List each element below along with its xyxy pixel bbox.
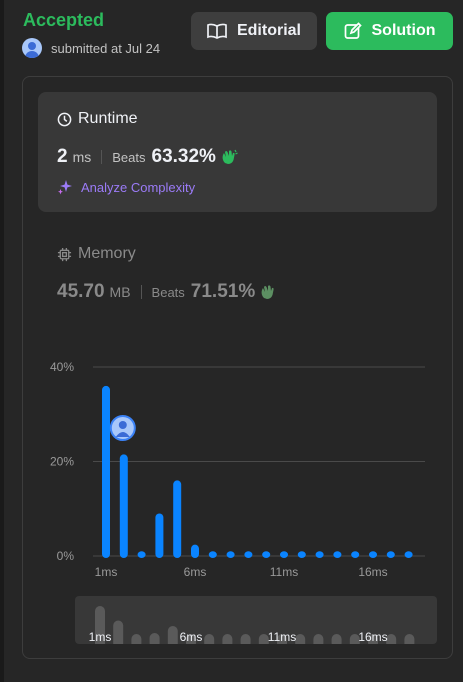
minimap-bar [167,626,178,644]
minimap-x-tick-label: 6ms [180,630,203,644]
x-tick-label: 11ms [270,565,298,579]
edit-icon [344,22,362,39]
runtime-beats-value: 63.32% [151,146,216,167]
runtime-title: Runtime [78,110,138,127]
minimap-bar [404,634,415,644]
minimap-bar [204,634,215,644]
chart-bar [262,551,271,558]
analyze-complexity-link[interactable]: Analyze Complexity [57,179,195,195]
y-tick-label: 40% [50,360,74,374]
runtime-heading: Runtime [57,110,138,128]
minimap-bar [295,634,306,644]
chart-bar [369,551,377,558]
minimap-bar [277,634,287,644]
x-tick-label: 16ms [358,565,387,579]
chart-bar [155,513,164,558]
solution-button[interactable]: Solution [326,12,453,50]
chart-bar [404,551,413,558]
chart-bar [280,551,288,558]
minimap-bar [95,606,105,644]
minimap-x-tick-label: 16ms [358,630,387,644]
runtime-beats-label: Beats [112,150,146,165]
memory-title: Memory [78,245,136,262]
analyze-complexity-label: Analyze Complexity [81,179,196,195]
y-tick-label: 20% [50,455,74,469]
chart-bar [226,551,235,558]
clap-icon [261,285,274,299]
chart-bar [333,551,342,558]
chart-bar [244,551,253,558]
minimap-bar [331,634,342,644]
memory-value: 45.70 [57,281,105,302]
memory-beats-value: 71.51% [190,281,256,302]
memory-metric: 45.70 MB Beats 71.51% [57,281,278,303]
runtime-unit: ms [72,149,92,165]
submitter-info: submitted at Jul 24 [22,38,160,58]
minimap-chart: 1ms 6ms 11ms 16ms [89,606,415,644]
status-accepted: Accepted [23,10,105,30]
divider [140,285,142,299]
chart-bar [208,551,217,558]
minimap-bar [149,633,160,644]
chip-icon [57,247,72,261]
clock-icon [57,112,72,126]
chart-bar [351,551,360,558]
minimap-x-tick-label: 1ms [89,630,112,644]
minimap-bar [240,634,251,644]
chart-bar [137,551,146,558]
chart-bar [102,385,110,558]
chart-range-minimap[interactable]: 1ms 6ms 11ms 16ms [75,596,437,644]
book-open-icon [207,23,227,39]
editorial-label: Editorial [236,22,301,39]
minimap-bar [349,634,360,644]
chart-bar [119,454,128,558]
minimap-bar [258,634,269,644]
y-tick-label: 0% [57,549,75,563]
sparkle-icon [58,180,72,195]
clap-icon [222,149,238,164]
runtime-value: 2 [57,146,68,167]
minimap-bar [186,634,196,644]
divider [101,150,103,164]
avatar[interactable] [22,38,42,58]
runtime-metric: 2 ms Beats 63.32% [57,146,239,168]
runtime-card[interactable] [38,92,437,212]
runtime-distribution-chart: 0% 20% 40% 1ms 6ms 11ms 16ms [50,360,425,579]
chart-bar [297,551,306,558]
chart-bar [191,544,199,558]
minimap-x-tick-label: 11ms [268,630,296,644]
minimap-bar [313,634,324,644]
solution-label: Solution [371,22,436,39]
minimap-bar [113,620,124,644]
submitted-time: submitted at Jul 24 [51,40,161,56]
memory-heading[interactable]: Memory [57,245,136,263]
minimap-bar [222,634,233,644]
memory-unit: MB [109,284,131,300]
minimap-bar [368,634,378,644]
x-tick-label: 1ms [95,565,118,579]
chart-bar [315,551,324,558]
avatar-body [115,432,130,437]
chart-bar [386,551,395,558]
chart-bar [173,480,182,558]
minimap-bar [131,634,142,644]
memory-beats-label: Beats [151,285,185,300]
avatar-head [118,421,127,429]
editorial-button[interactable]: Editorial [191,12,317,50]
x-tick-label: 6ms [184,565,207,579]
minimap-bar [386,634,397,644]
